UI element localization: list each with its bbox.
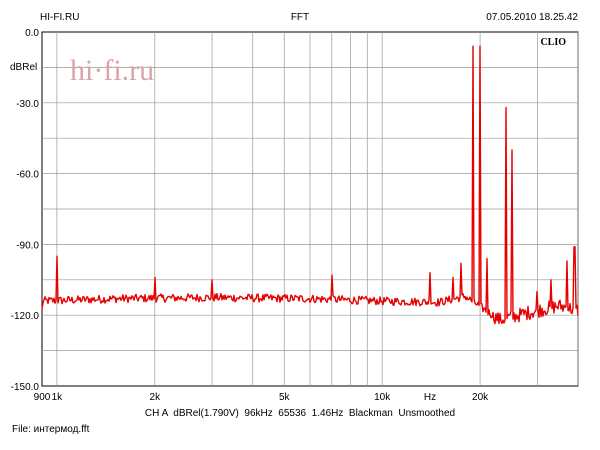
file-name: File: интермод.fft — [12, 424, 90, 435]
x-tick-label: 20k — [472, 392, 489, 403]
y-tick-label: -150.0 — [11, 382, 40, 393]
y-tick-label: -30.0 — [16, 99, 39, 110]
x-tick-label: 900 — [34, 392, 51, 403]
x-axis-label: Hz — [424, 392, 436, 403]
clio-badge: CLIO — [540, 37, 566, 48]
fft-trace-series — [41, 45, 579, 325]
x-tick-label: 1k — [52, 392, 64, 403]
y-tick-label: -60.0 — [16, 170, 39, 181]
y-tick-labels: 0.0 -30.0 -60.0 -90.0 -120.0 -150.0 — [11, 28, 40, 393]
x-tick-label: 2k — [150, 392, 162, 403]
x-tick-label: 10k — [374, 392, 391, 403]
measurement-settings: CH A dBRel(1.790V) 96kHz 65536 1.46Hz Bl… — [145, 408, 455, 419]
grid — [42, 32, 579, 386]
x-tick-label: 5k — [279, 392, 291, 403]
y-tick-label: -90.0 — [16, 240, 39, 251]
y-tick-label: 0.0 — [25, 28, 39, 39]
header-timestamp: 07.05.2010 18.25.42 — [486, 12, 578, 23]
chart-title: FFT — [291, 12, 309, 23]
x-tick-labels: 900 1k 2k 5k 10k 20k — [34, 392, 489, 403]
y-axis-label: dBRel — [10, 62, 37, 73]
y-tick-label: -120.0 — [11, 311, 40, 322]
watermark-logo: hi·fi.ru — [70, 54, 154, 87]
header-left-label: HI-FI.RU — [40, 12, 79, 23]
